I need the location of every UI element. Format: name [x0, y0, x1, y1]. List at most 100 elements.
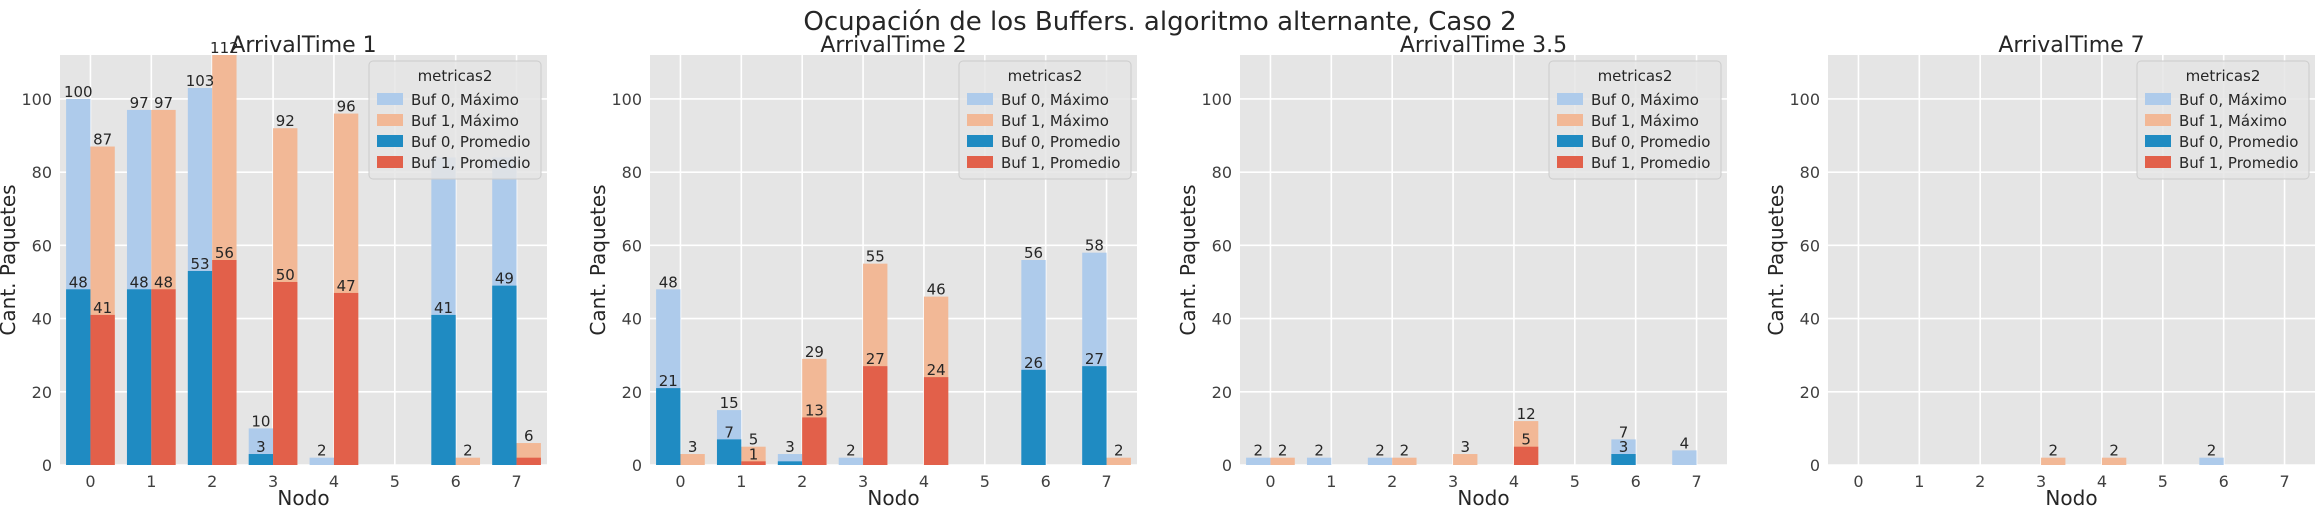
- legend-swatch: [2145, 135, 2171, 147]
- x-tick-label: 6: [1631, 472, 1641, 491]
- data-label: 97: [130, 94, 149, 112]
- bar: [492, 285, 517, 465]
- bar: [2041, 457, 2066, 465]
- y-tick-label: 60: [622, 236, 642, 255]
- x-tick-label: 2: [797, 472, 807, 491]
- x-tick-label: 1: [146, 472, 156, 491]
- bar: [741, 461, 766, 465]
- data-label: 5: [1521, 431, 1531, 449]
- data-label: 3: [1619, 438, 1629, 456]
- y-tick-label: 60: [1800, 236, 1820, 255]
- legend-box: [1548, 60, 1722, 180]
- y-tick-label: 0: [1222, 456, 1232, 475]
- x-tick-label: 0: [85, 472, 95, 491]
- data-label: 7: [1619, 423, 1629, 441]
- data-label: 53: [190, 255, 209, 273]
- data-label: 2: [1114, 442, 1124, 460]
- legend-swatch: [967, 93, 993, 105]
- legend-entry: Buf 1, Máximo: [1001, 112, 1109, 130]
- legend-swatch: [1557, 135, 1583, 147]
- subplot-title: ArrivalTime 3.5: [1400, 33, 1567, 58]
- bar: [90, 314, 115, 465]
- x-tick-label: 4: [1509, 472, 1519, 491]
- data-label: 27: [866, 350, 885, 368]
- x-tick-label: 0: [675, 472, 685, 491]
- y-tick-label: 100: [611, 90, 642, 109]
- bar: [741, 446, 766, 465]
- x-tick-label: 3: [268, 472, 278, 491]
- data-label: 2: [1314, 442, 1324, 460]
- legend-entry: Buf 0, Máximo: [2179, 91, 2287, 109]
- y-tick-label: 80: [32, 163, 52, 182]
- y-tick-label: 0: [632, 456, 642, 475]
- y-tick-label: 80: [1800, 163, 1820, 182]
- y-tick-label: 20: [1800, 383, 1820, 402]
- data-label: 112: [210, 39, 239, 57]
- y-tick-label: 40: [622, 310, 642, 329]
- data-label: 12: [1517, 405, 1536, 423]
- data-label: 49: [495, 270, 514, 288]
- data-label: 24: [927, 361, 946, 379]
- bar: [777, 454, 803, 465]
- data-label: 3: [688, 438, 698, 456]
- x-tick-label: 5: [390, 472, 400, 491]
- legend: metricas2 Buf 0, Máximo Buf 1, Máximo Buf 0…: [958, 60, 1132, 180]
- x-tick-label: 5: [980, 472, 990, 491]
- legend-box: [368, 60, 542, 180]
- y-tick-label: 80: [622, 163, 642, 182]
- data-label: 27: [1085, 350, 1104, 368]
- bar: [2199, 457, 2224, 465]
- x-tick-label: 7: [511, 472, 521, 491]
- y-axis-label: Cant. Paquetes: [0, 184, 20, 335]
- y-tick-label: 100: [1789, 90, 1820, 109]
- legend-swatch: [2145, 114, 2171, 126]
- bar: [1021, 369, 1046, 465]
- legend: metricas2 Buf 0, Máximo Buf 1, Máximo Buf 0…: [368, 60, 542, 180]
- y-tick-label: 0: [1810, 456, 1820, 475]
- data-label: 5: [749, 431, 759, 449]
- x-tick-label: 2: [1387, 472, 1397, 491]
- y-tick-label: 60: [1212, 236, 1232, 255]
- data-label: 50: [276, 266, 295, 284]
- data-label: 2: [463, 442, 473, 460]
- data-label: 1: [749, 445, 759, 463]
- y-axis-label: Cant. Paquetes: [1176, 184, 1200, 335]
- bar: [126, 289, 152, 465]
- bar: [151, 289, 176, 465]
- bar: [309, 457, 334, 465]
- legend-swatch: [377, 114, 403, 126]
- x-axis-label: Nodo: [277, 486, 329, 510]
- x-tick-label: 7: [1691, 472, 1701, 491]
- legend: metricas2 Buf 0, Máximo Buf 1, Máximo Buf 0…: [1548, 60, 1722, 180]
- bar: [187, 270, 213, 465]
- data-label: 41: [434, 299, 453, 317]
- x-tick-label: 0: [1853, 472, 1863, 491]
- legend-entry: Buf 0, Máximo: [1001, 91, 1109, 109]
- y-tick-label: 100: [1201, 90, 1232, 109]
- bar: [863, 366, 888, 465]
- y-axis-label: Cant. Paquetes: [1764, 184, 1788, 335]
- data-label: 7: [724, 423, 734, 441]
- data-label: 3: [256, 438, 266, 456]
- legend-entry: Buf 0, Promedio: [2179, 133, 2298, 151]
- data-label: 56: [215, 244, 234, 262]
- y-tick-label: 100: [21, 90, 52, 109]
- bar: [1106, 457, 1131, 465]
- legend-title: metricas2: [418, 67, 493, 85]
- y-tick-label: 20: [1212, 383, 1232, 402]
- data-label: 41: [93, 299, 112, 317]
- x-tick-label: 3: [2036, 472, 2046, 491]
- data-label: 3: [785, 438, 795, 456]
- x-tick-label: 7: [2279, 472, 2289, 491]
- data-label: 15: [720, 394, 739, 412]
- data-label: 103: [186, 72, 215, 90]
- legend-entry: Buf 0, Promedio: [411, 133, 530, 151]
- x-tick-label: 6: [451, 472, 461, 491]
- legend-entry: Buf 0, Promedio: [1591, 133, 1710, 151]
- bar: [212, 260, 237, 465]
- data-label: 6: [524, 427, 534, 445]
- x-tick-label: 4: [919, 472, 929, 491]
- data-label: 47: [337, 277, 356, 295]
